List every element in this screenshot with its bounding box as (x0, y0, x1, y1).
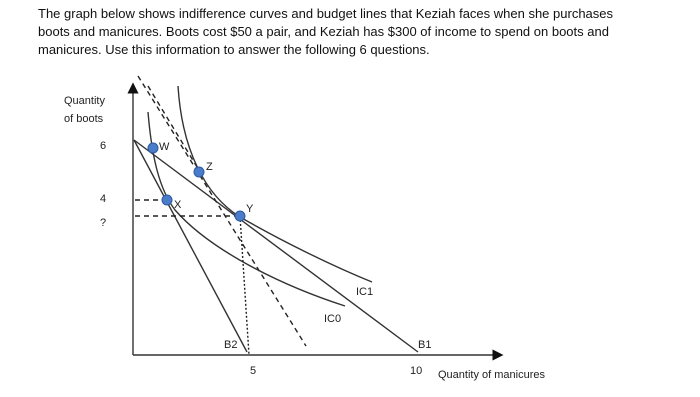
curve-label: B1 (418, 339, 431, 351)
x-tick-label: 5 (250, 365, 256, 377)
y-tick-label: 6 (100, 140, 106, 152)
point-label: Z (206, 161, 213, 173)
indifference-curve (177, 85, 373, 283)
guide-line (239, 215, 250, 356)
y-axis-label: of boots (64, 113, 104, 125)
y-tick-label: 4 (100, 193, 106, 205)
point-label: X (174, 199, 182, 211)
curve-label: B2 (224, 339, 237, 351)
x-axis-label: Quantity of manicures (438, 369, 545, 381)
point (147, 142, 159, 154)
point-label: Y (246, 203, 254, 215)
point (234, 210, 246, 222)
y-axis-label: Quantity (64, 95, 105, 107)
curve-label: IC0 (324, 313, 341, 325)
question-line: The graph below shows indifference curve… (38, 6, 614, 21)
question-line: manicures. Use this information to answe… (38, 42, 430, 57)
dashed-line (147, 85, 201, 173)
graph: Quantity of boots 6 4 ? 5 10 Quantity of… (64, 75, 545, 381)
point (161, 194, 173, 206)
point (193, 166, 205, 178)
curve-label: IC1 (356, 286, 373, 298)
indifference-curve (147, 111, 346, 307)
budget-line (133, 139, 248, 353)
budget-line (133, 139, 419, 353)
y-tick-label: ? (100, 217, 106, 229)
point-label: W (159, 141, 170, 153)
x-tick-label: 10 (410, 365, 422, 377)
question-line: boots and manicures. Boots cost $50 a pa… (38, 24, 609, 39)
dashed-budget (137, 75, 307, 347)
